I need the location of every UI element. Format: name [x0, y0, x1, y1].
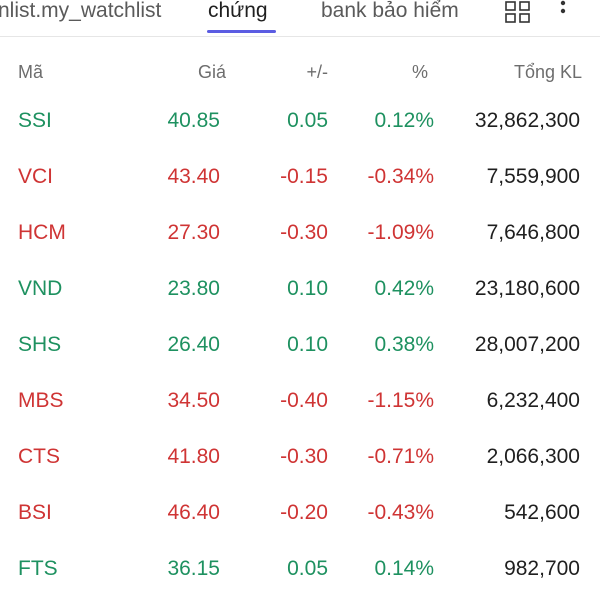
row-change: 0.10 — [287, 333, 328, 356]
row-price: 36.15 — [167, 557, 220, 580]
row-percent: -1.09% — [367, 221, 434, 244]
stock-list: SSI 40.85 0.05 0.12% 32,862,300 VCI 43.4… — [0, 93, 600, 597]
row-percent: 0.14% — [374, 557, 434, 580]
header-volume[interactable]: Tổng KL — [513, 62, 582, 82]
row-change: 0.05 — [287, 109, 328, 132]
grid-view-icon[interactable] — [505, 1, 530, 23]
row-symbol: VND — [18, 277, 63, 300]
row-change: -0.20 — [280, 501, 328, 524]
row-symbol: VCI — [18, 165, 54, 188]
table-row[interactable]: HCM 27.30 -0.30 -1.09% 7,646,800 — [0, 205, 600, 261]
table-row[interactable]: VND 23.80 0.10 0.42% 23,180,600 — [0, 261, 600, 317]
row-volume: 2,066,300 — [486, 445, 580, 468]
row-symbol: MBS — [18, 389, 64, 412]
row-price: 27.30 — [167, 221, 220, 244]
row-symbol: SSI — [18, 109, 52, 132]
row-change: 0.10 — [287, 277, 328, 300]
tab-chung[interactable]: chứng — [208, 0, 268, 22]
row-volume: 28,007,200 — [474, 333, 580, 356]
row-change: -0.30 — [280, 445, 328, 468]
table-row[interactable]: SSI 40.85 0.05 0.12% 32,862,300 — [0, 93, 600, 149]
row-percent: -1.15% — [367, 389, 434, 412]
row-symbol: HCM — [18, 221, 66, 244]
row-change: -0.15 — [280, 165, 328, 188]
header-symbol[interactable]: Mã — [18, 62, 44, 82]
tab-my-watchlist[interactable]: nlist.my_watchlist — [0, 0, 162, 22]
row-price: 46.40 — [167, 501, 220, 524]
row-price: 26.40 — [167, 333, 220, 356]
table-row[interactable]: VCI 43.40 -0.15 -0.34% 7,559,900 — [0, 149, 600, 205]
row-symbol: SHS — [18, 333, 62, 356]
row-volume: 7,559,900 — [486, 165, 580, 188]
row-volume: 7,646,800 — [486, 221, 580, 244]
table-header: Mã Giá +/- % Tổng KL — [0, 56, 600, 86]
row-volume: 982,700 — [504, 557, 580, 580]
row-change: -0.40 — [280, 389, 328, 412]
header-percent[interactable]: % — [411, 62, 428, 82]
table-row[interactable]: BSI 46.40 -0.20 -0.43% 542,600 — [0, 485, 600, 541]
row-percent: -0.71% — [367, 445, 434, 468]
row-price: 43.40 — [167, 165, 220, 188]
row-percent: -0.43% — [367, 501, 434, 524]
row-change: -0.30 — [280, 221, 328, 244]
row-symbol: CTS — [18, 445, 60, 468]
row-change: 0.05 — [287, 557, 328, 580]
header-change[interactable]: +/- — [306, 62, 328, 82]
row-price: 41.80 — [167, 445, 220, 468]
more-vertical-icon[interactable] — [557, 0, 569, 22]
table-row[interactable]: MBS 34.50 -0.40 -1.15% 6,232,400 — [0, 373, 600, 429]
table-row[interactable]: CTS 41.80 -0.30 -0.71% 2,066,300 — [0, 429, 600, 485]
row-volume: 542,600 — [504, 501, 580, 524]
row-volume: 6,232,400 — [486, 389, 580, 412]
header-price[interactable]: Giá — [197, 62, 226, 82]
row-price: 40.85 — [167, 109, 220, 132]
row-symbol: FTS — [18, 557, 58, 580]
row-volume: 23,180,600 — [474, 277, 580, 300]
row-percent: 0.42% — [374, 277, 434, 300]
table-row[interactable]: FTS 36.15 0.05 0.14% 982,700 — [0, 541, 600, 597]
row-price: 34.50 — [167, 389, 220, 412]
watchlist-tab-bar: nlist.my_watchlist chứng bank bảo hiểm — [0, 0, 600, 37]
table-row[interactable]: SHS 26.40 0.10 0.38% 28,007,200 — [0, 317, 600, 373]
row-volume: 32,862,300 — [474, 109, 580, 132]
row-percent: -0.34% — [367, 165, 434, 188]
row-percent: 0.38% — [374, 333, 434, 356]
row-percent: 0.12% — [374, 109, 434, 132]
active-tab-indicator — [207, 30, 276, 33]
tab-bank-bao-hiem[interactable]: bank bảo hiểm — [321, 0, 459, 22]
row-symbol: BSI — [18, 501, 52, 524]
row-price: 23.80 — [167, 277, 220, 300]
